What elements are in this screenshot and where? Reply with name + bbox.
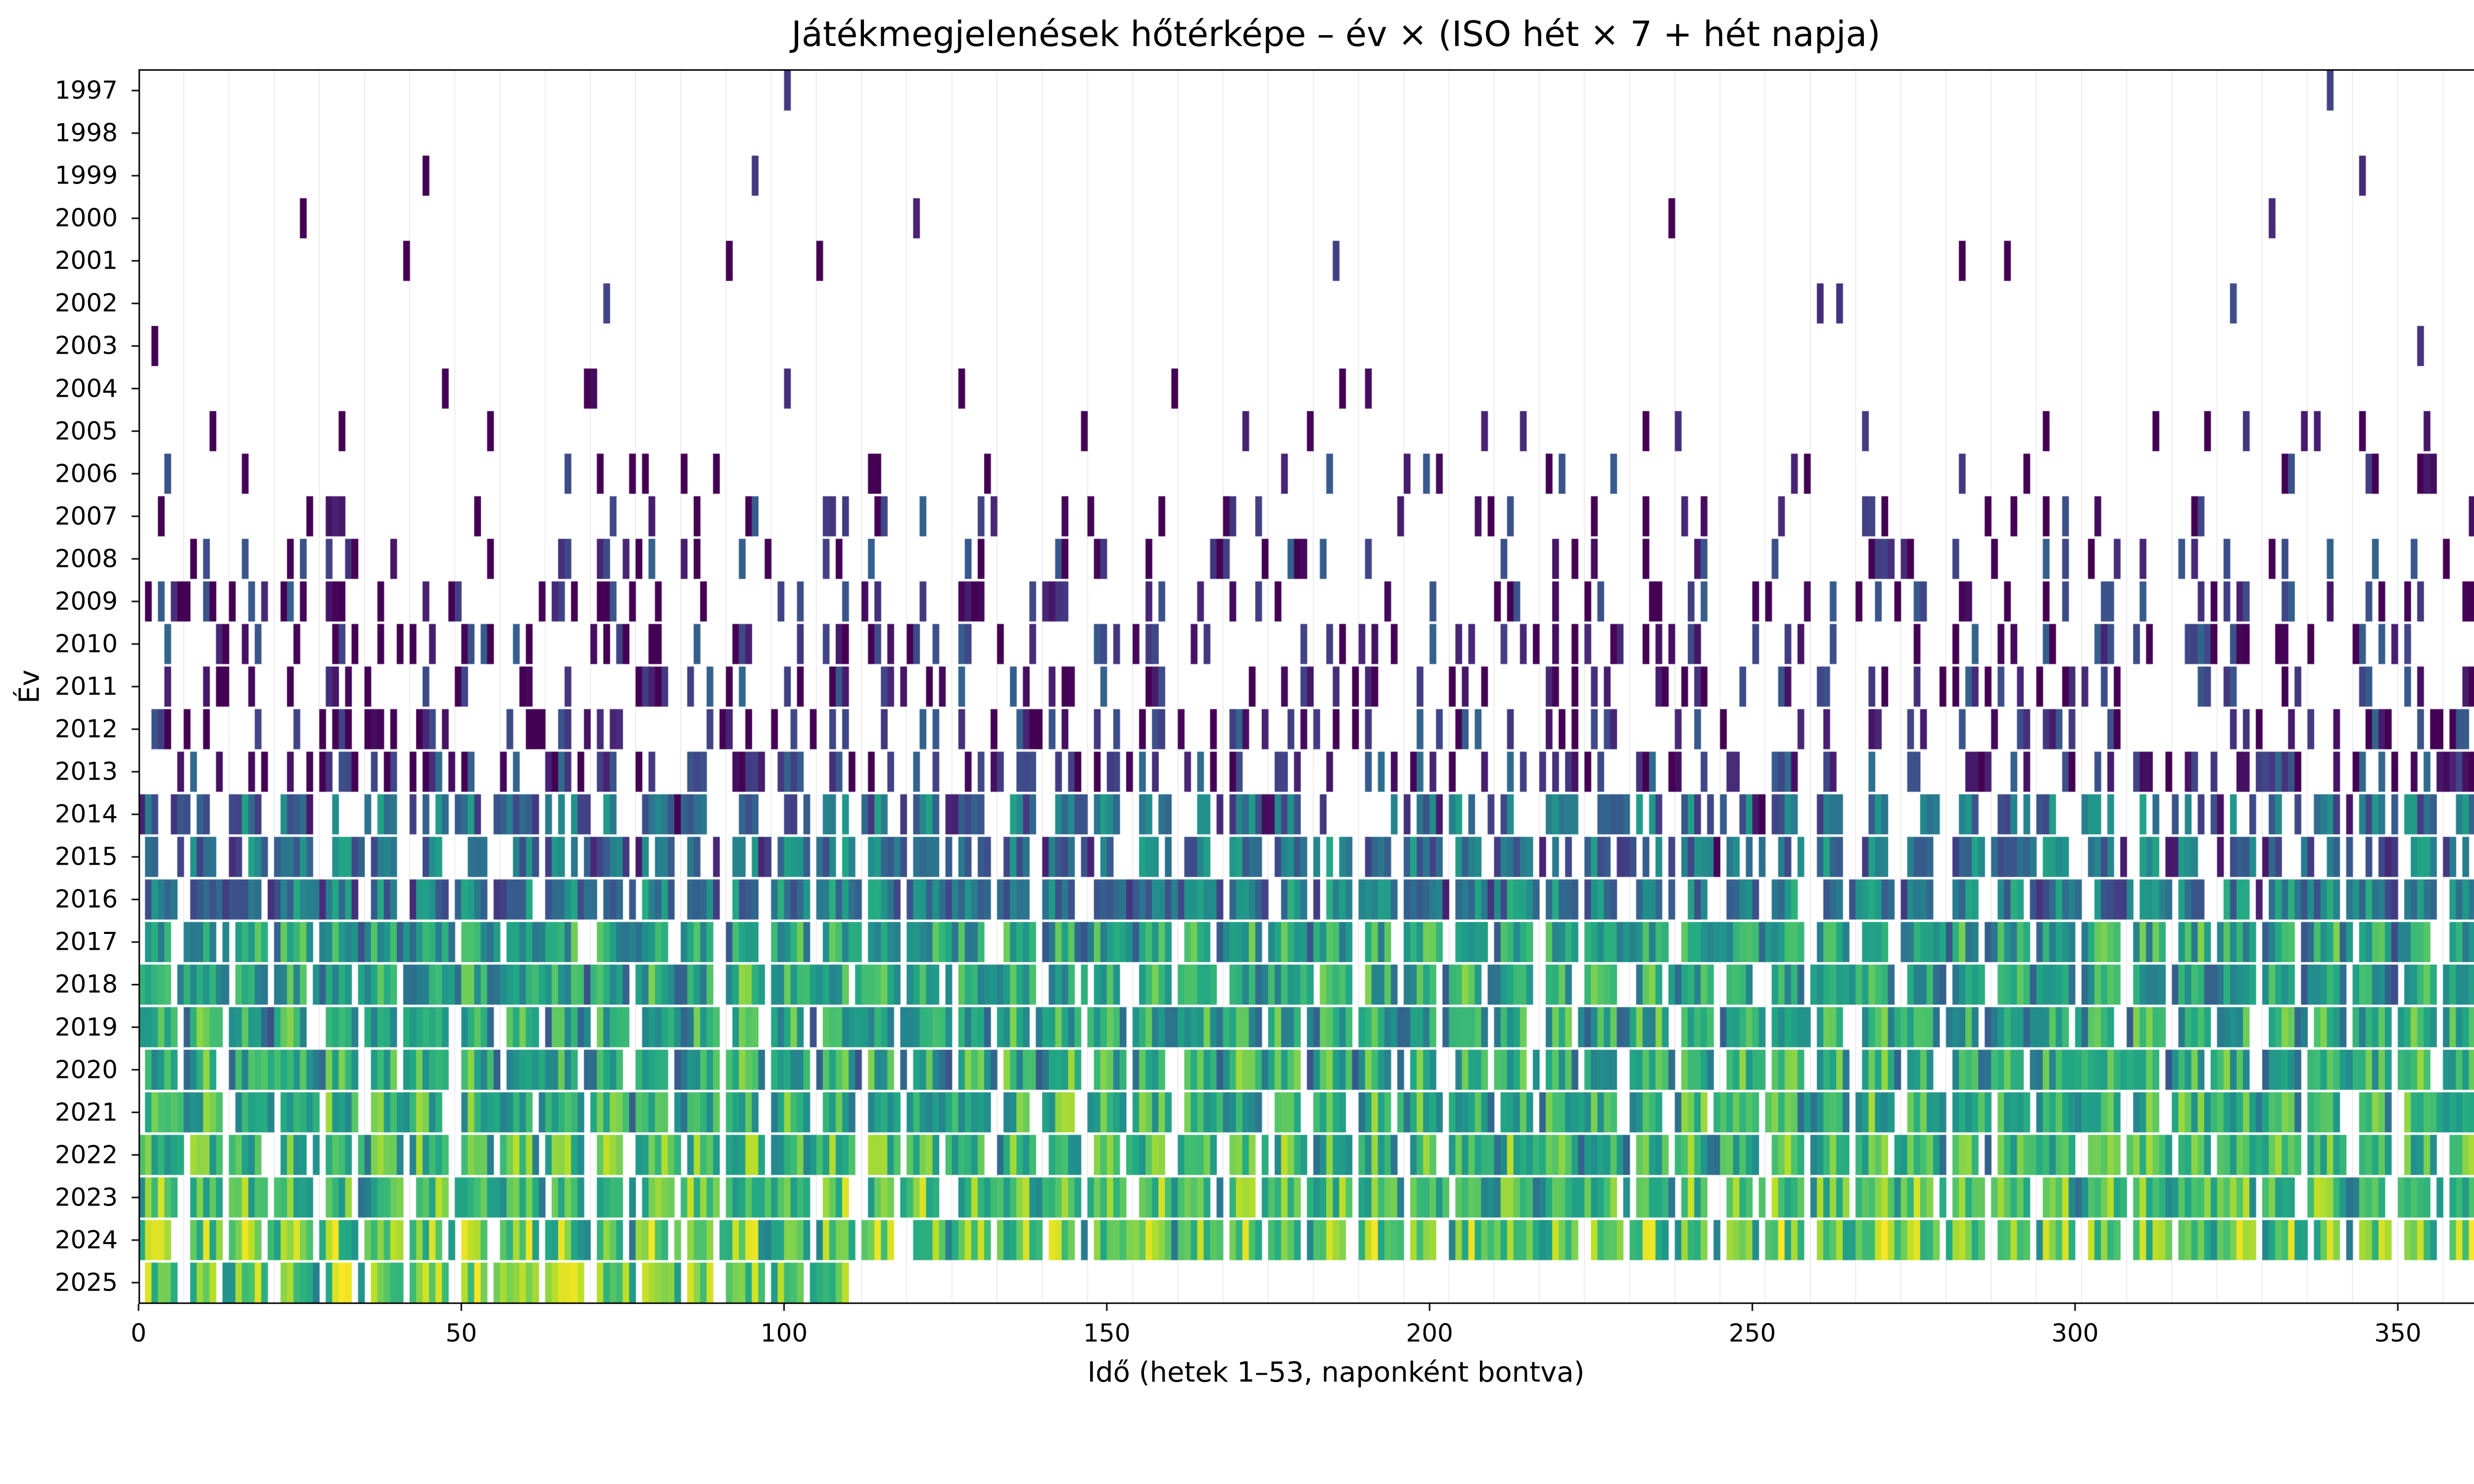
y-tick-label: 2003 xyxy=(54,331,118,360)
y-tick-label: 2010 xyxy=(54,629,118,658)
x-tick-label: 300 xyxy=(2051,1319,2099,1347)
x-tick-label: 250 xyxy=(1728,1319,1776,1347)
y-tick-label: 2000 xyxy=(54,203,118,232)
y-tick-label: 1999 xyxy=(54,161,118,190)
x-tick-label: 200 xyxy=(1406,1319,1453,1347)
y-tick-label: 2008 xyxy=(54,544,118,573)
y-tick-label: 2009 xyxy=(54,587,118,616)
y-tick-label: 2002 xyxy=(54,288,118,318)
y-tick-label: 2001 xyxy=(54,246,118,275)
y-tick-label: 2006 xyxy=(54,459,118,488)
y-tick-label: 2016 xyxy=(54,884,118,914)
y-tick-label: 2013 xyxy=(54,757,118,786)
y-tick-label: 2007 xyxy=(54,502,118,531)
x-tick-label: 100 xyxy=(760,1319,808,1347)
y-tick-label: 2021 xyxy=(54,1098,118,1127)
y-tick-label: 2005 xyxy=(54,417,118,446)
y-tick-label: 2023 xyxy=(54,1183,118,1212)
y-tick-label: 2011 xyxy=(54,672,118,701)
x-tick-label: 50 xyxy=(445,1319,477,1347)
x-tick-label: 350 xyxy=(2374,1319,2422,1347)
y-tick-label: 1998 xyxy=(54,118,118,147)
x-tick-label: 150 xyxy=(1083,1319,1131,1347)
y-tick-label: 2022 xyxy=(54,1140,118,1169)
y-tick-label: 2025 xyxy=(54,1268,118,1297)
y-tick-label: 2015 xyxy=(54,842,118,871)
y-tick-label: 2018 xyxy=(54,970,118,999)
y-tick-label: 2020 xyxy=(54,1055,118,1084)
y-tick-label: 2017 xyxy=(54,927,118,956)
x-tick-label: 0 xyxy=(131,1319,146,1347)
x-axis-label: Idő (hetek 1–53, naponként bontva) xyxy=(1087,1356,1585,1389)
heatmap-canvas xyxy=(129,69,2474,1316)
chart-title: Játékmegjelenések hőtérképe – év × (ISO … xyxy=(791,14,1881,54)
y-tick-label: 2024 xyxy=(54,1225,118,1254)
y-tick-label: 2019 xyxy=(54,1013,118,1042)
y-tick-label: 2012 xyxy=(54,714,118,743)
y-tick-label: 2014 xyxy=(54,799,118,829)
y-tick-label: 2004 xyxy=(54,374,118,403)
y-tick-label: 1997 xyxy=(54,76,118,105)
